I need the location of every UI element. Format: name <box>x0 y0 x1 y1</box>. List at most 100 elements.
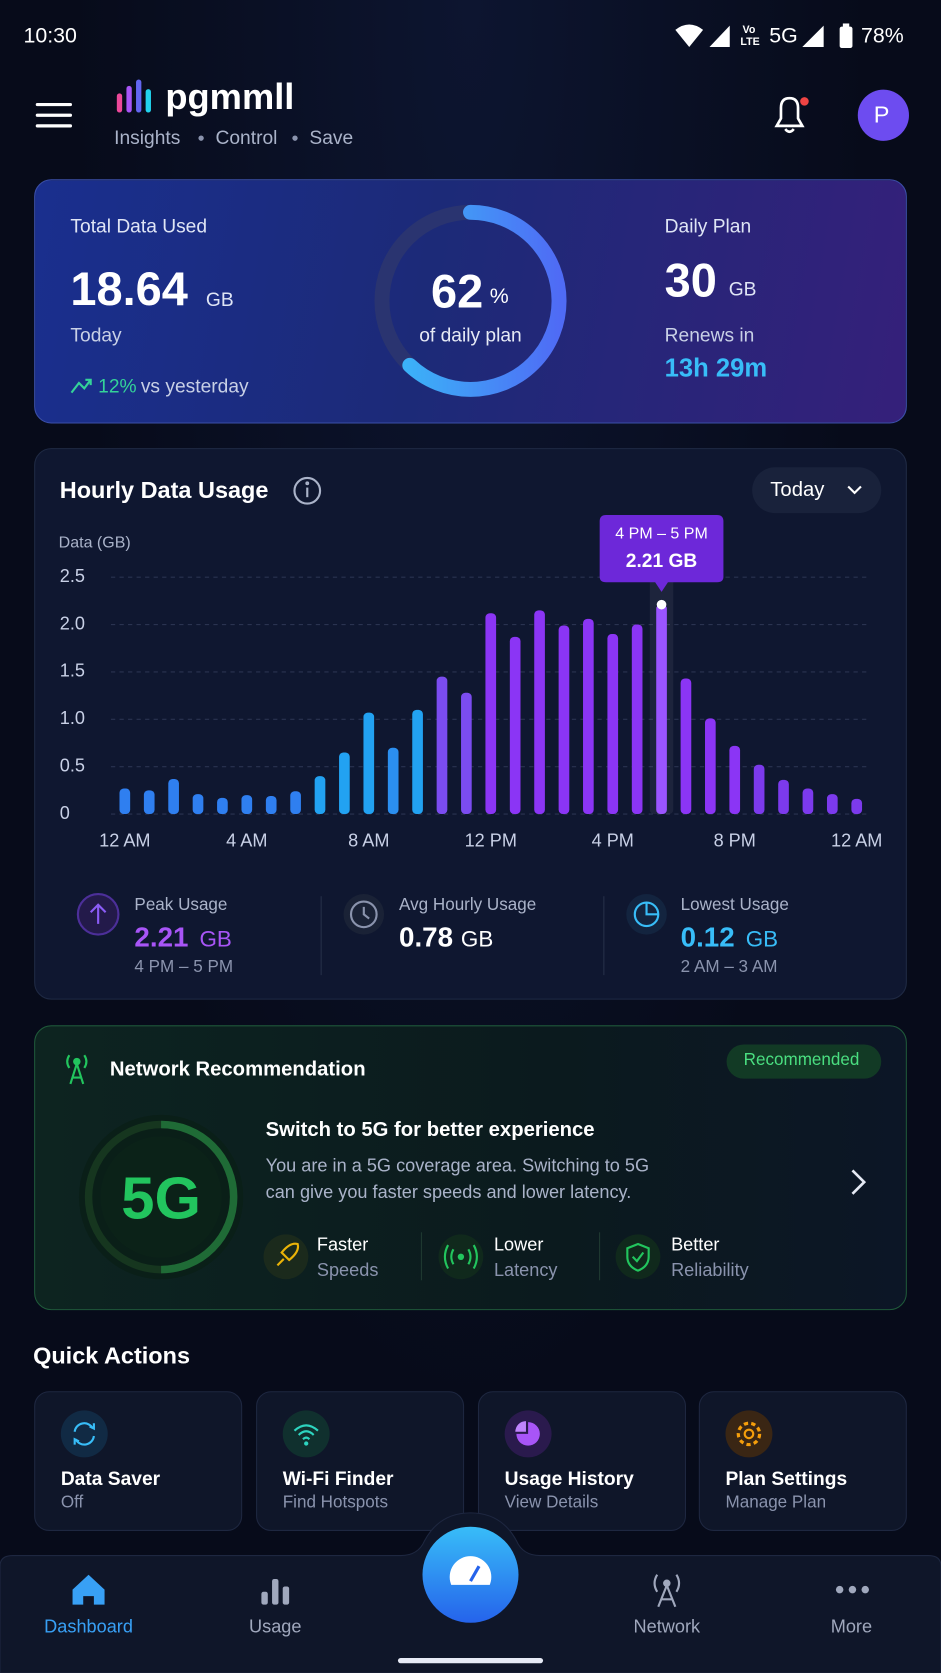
plan-settings-icon <box>725 1410 773 1458</box>
icon-part <box>70 378 92 394</box>
tagline: Control <box>215 126 278 149</box>
bar <box>314 776 326 815</box>
icon-part <box>293 476 322 505</box>
nav-item[interactable]: Dashboard <box>44 1616 133 1637</box>
stat-value: 0.12 <box>680 920 735 953</box>
info-icon[interactable] <box>293 476 322 505</box>
plan-unit: GB <box>728 278 757 300</box>
volte-vo: Vo <box>742 24 756 37</box>
speedometer-icon[interactable] <box>449 1556 492 1585</box>
bar <box>826 794 838 815</box>
separator-dot <box>198 135 204 141</box>
y-tick-label: 2.0 <box>60 613 85 633</box>
status-icons <box>675 23 853 49</box>
icon-part <box>161 1120 238 1274</box>
status-time: 10:30 <box>23 24 77 49</box>
more-icon[interactable] <box>835 1585 869 1594</box>
chart-title: Hourly Data Usage <box>59 476 269 504</box>
action-title[interactable]: Usage History <box>504 1468 634 1490</box>
quick-action-card[interactable]: Usage History View Details <box>477 1391 687 1531</box>
change-arrow <box>70 378 92 394</box>
wifi-finder-icon <box>282 1410 330 1458</box>
latency-icon <box>438 1234 484 1280</box>
tagline: Insights <box>114 126 181 149</box>
period-dropdown[interactable] <box>752 467 882 514</box>
icon-part <box>835 1585 844 1594</box>
chevron-right[interactable] <box>851 1169 867 1195</box>
icon-part <box>73 1057 81 1066</box>
bar <box>143 790 155 815</box>
icon-part <box>515 1421 526 1432</box>
stat-label: Peak Usage <box>134 896 228 915</box>
period-label[interactable]: Today <box>770 479 825 502</box>
bar <box>851 798 863 815</box>
icon-part <box>449 1556 492 1585</box>
avatar[interactable] <box>857 89 909 141</box>
bar <box>217 797 228 815</box>
notification-bell[interactable] <box>774 96 809 134</box>
icon-part <box>774 96 805 128</box>
peak-dot <box>656 599 667 610</box>
separator-dot <box>292 135 298 141</box>
app-title: pgmmll <box>165 76 295 118</box>
icon-part <box>469 1565 481 1582</box>
bar <box>387 747 399 815</box>
renews-value: 13h 29m <box>664 354 768 384</box>
bar <box>607 634 619 815</box>
quick-action-card[interactable]: Plan Settings Manage Plan <box>698 1391 907 1531</box>
icon-part <box>66 1054 88 1069</box>
lowest-icon <box>626 894 667 935</box>
action-title[interactable]: Wi-Fi Finder <box>282 1468 394 1490</box>
feature-title: Better <box>671 1234 720 1255</box>
total-period: Today <box>70 324 122 346</box>
bar <box>241 795 253 815</box>
usage-icon[interactable] <box>261 1579 290 1605</box>
icon-part <box>626 1242 650 1272</box>
total-unit: GB <box>205 289 234 311</box>
dropdown-chevron[interactable] <box>847 485 862 495</box>
stat-range: 4 PM – 5 PM <box>134 958 234 977</box>
y-tick-label: 0 <box>60 803 70 823</box>
x-tick-label: 4 AM <box>226 831 267 851</box>
quick-action-card[interactable]: Data Saver Off <box>34 1391 243 1531</box>
menu-button[interactable] <box>35 102 73 128</box>
tooltip-range: 4 PM – 5 PM <box>615 525 707 542</box>
icon-part <box>282 1586 290 1605</box>
icon-part <box>89 903 107 924</box>
action-title[interactable]: Plan Settings <box>725 1468 848 1490</box>
feature-sub: Reliability <box>671 1260 749 1281</box>
action-subtitle: Find Hotspots <box>282 1493 389 1512</box>
stat-value: 0.78 <box>399 920 454 953</box>
action-subtitle: Manage Plan <box>725 1493 827 1512</box>
y-tick-label: 1.5 <box>60 661 85 681</box>
network-icon[interactable] <box>653 1574 681 1608</box>
nav-item[interactable]: Usage <box>249 1616 302 1637</box>
action-title[interactable]: Data Saver <box>60 1468 161 1490</box>
icon-part <box>73 1422 95 1446</box>
bar <box>436 676 448 815</box>
nav-item[interactable]: Network <box>633 1616 701 1637</box>
avatar-initial[interactable]: P <box>873 101 890 129</box>
icon-part <box>69 1063 85 1085</box>
battery-icon <box>839 26 853 49</box>
tooltip-box <box>599 515 724 592</box>
y-tick-label: 1.0 <box>60 708 85 728</box>
icon-part <box>848 1585 857 1594</box>
avg-icon <box>343 894 385 935</box>
x-tick-label: 12 AM <box>831 831 882 851</box>
quick-action-card[interactable]: Wi-Fi Finder Find Hotspots <box>256 1391 465 1531</box>
icon-part <box>272 1579 279 1605</box>
data-saver-icon <box>60 1410 108 1458</box>
antenna-icon <box>66 1054 88 1085</box>
battery-tip <box>842 23 850 28</box>
percent-unit: % <box>489 284 509 309</box>
icon-part <box>657 1585 677 1608</box>
rec-network: 5G <box>121 1163 201 1232</box>
action-subtitle: Off <box>60 1493 84 1512</box>
icon-part <box>305 481 310 486</box>
icon-part <box>663 1579 671 1588</box>
nav-item[interactable]: More <box>830 1616 873 1637</box>
